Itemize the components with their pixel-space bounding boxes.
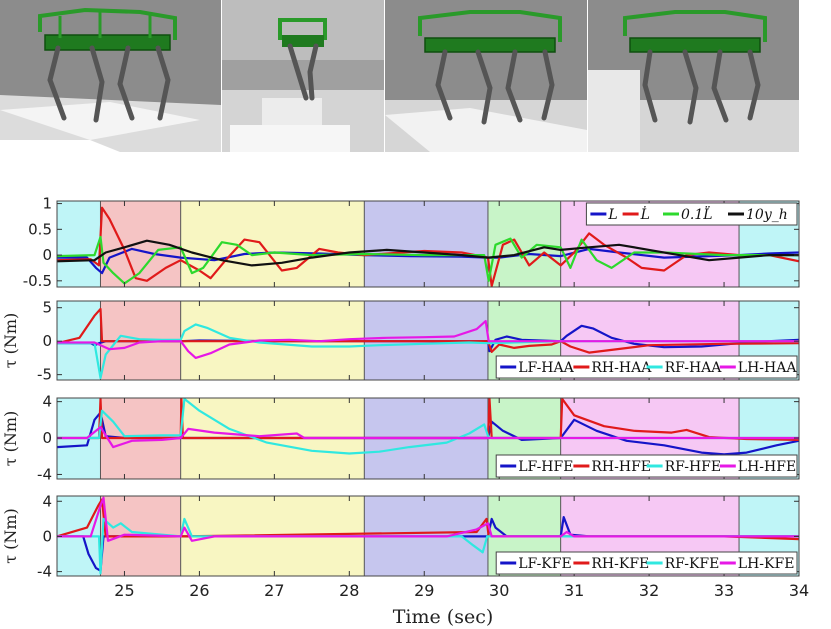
series-line-lh-haa [57, 320, 799, 359]
series-line-l [57, 247, 799, 275]
legend-label: RF-KFE [665, 556, 720, 572]
x-tick-label: 32 [639, 581, 659, 600]
y-tick-label: 1 [42, 195, 52, 213]
robot-snapshot-3 [385, 0, 587, 152]
legend: LF-HFE RH-HFE RF-HFE LH-HFE [495, 454, 798, 478]
legend: L L̇ 0.1L̈ 10y_h [585, 202, 798, 226]
torque-chart: 1 0.5 0 -0.5 L L̇ 0.1L̈ 10y_h 5 0 -5 τ (Nm) LF-HAA RH… [1, 195, 809, 628]
series-line-l- [57, 206, 799, 287]
series-line-10y-h [57, 239, 799, 267]
y-axis-label: τ (Nm) [1, 508, 20, 564]
panel-3: 4 0 -4 τ (Nm) LF-HFE RH-HFE RF-HFE LH-HFE [1, 393, 800, 483]
y-tick-label: 4 [42, 492, 52, 510]
panel-4: 4 0 -4 25 26 27 28 29 30 31 32 33 34 τ (Nm) LF-KFE RH-K… [1, 492, 809, 600]
x-tick-label: 25 [114, 581, 134, 600]
phase-band [57, 201, 101, 287]
series-line-lf-hfe [57, 411, 799, 456]
x-tick-label: 33 [714, 581, 734, 600]
panel-frame [56, 200, 800, 288]
legend-label: LF-HFE [518, 459, 573, 475]
panel-frame [56, 300, 800, 381]
x-tick-label: 34 [789, 581, 809, 600]
y-tick-label: 5 [42, 299, 52, 317]
x-tick-label: 27 [264, 581, 284, 600]
y-tick-label: -4 [37, 465, 52, 483]
x-tick-label: 26 [189, 581, 209, 600]
legend-label: LH-HAA [738, 360, 798, 376]
y-axis-label: τ (Nm) [1, 411, 20, 467]
series-line-lh-hfe [57, 426, 799, 449]
series-group [57, 307, 799, 380]
x-tick-label: 31 [564, 581, 584, 600]
x-tick-label: 29 [414, 581, 434, 600]
y-tick-label: -0.5 [23, 272, 52, 290]
y-axis-label: τ (Nm) [1, 313, 20, 369]
x-tick-label: 28 [339, 581, 359, 600]
legend-label: L̇ [640, 205, 650, 223]
series-line-0-1l- [57, 235, 799, 285]
panel-1: 1 0.5 0 -0.5 L L̇ 0.1L̈ 10y_h [23, 195, 800, 290]
legend-label: LH-HFE [738, 459, 796, 475]
y-tick-label: 0 [42, 527, 52, 545]
legend: LF-HAA RH-HAA RF-HAA LH-HAA [495, 355, 798, 379]
phase-band [364, 201, 488, 287]
legend: LF-KFE RH-KFE RF-KFE LH-KFE [495, 551, 798, 575]
series-group [57, 496, 799, 575]
legend-label: LF-KFE [518, 556, 572, 572]
robot-snapshot-4 [588, 0, 799, 152]
robot-snapshot-2 [222, 0, 384, 152]
legend-label: RF-HFE [665, 459, 722, 475]
y-tick-label: 4 [42, 393, 52, 411]
y-tick-label: 0 [42, 332, 52, 350]
series-line-lh-kfe [57, 496, 799, 542]
series-line-rh-haa [57, 307, 799, 354]
x-axis-label: Time (sec) [393, 606, 494, 628]
legend-label: LF-HAA [518, 360, 574, 376]
legend-box [585, 202, 798, 226]
legend-label: RF-HAA [665, 360, 723, 376]
legend-label: L [607, 207, 617, 223]
legend-label: RH-KFE [591, 556, 649, 572]
y-tick-label: 0 [42, 246, 52, 264]
series-group [57, 398, 799, 456]
phase-band [57, 301, 101, 380]
legend-label: 10y_h [746, 207, 788, 223]
robot-snapshots [0, 0, 831, 152]
robot-snapshot-1 [0, 0, 221, 152]
legend-label: RH-HFE [591, 459, 651, 475]
y-tick-label: -5 [37, 366, 52, 384]
y-tick-label: -4 [37, 563, 52, 581]
y-tick-label: 0 [42, 429, 52, 447]
phase-band [180, 201, 365, 287]
x-tick-label: 30 [489, 581, 509, 600]
series-line-rf-hfe [57, 398, 799, 455]
legend-label: 0.1L̈ [681, 205, 713, 223]
panel-2: 5 0 -5 τ (Nm) LF-HAA RH-HAA RF-HAA LH-HAA [1, 299, 800, 384]
series-group [57, 206, 799, 287]
y-tick-label: 0.5 [28, 220, 52, 238]
legend-label: RH-HAA [591, 360, 652, 376]
legend-label: LH-KFE [738, 556, 795, 572]
